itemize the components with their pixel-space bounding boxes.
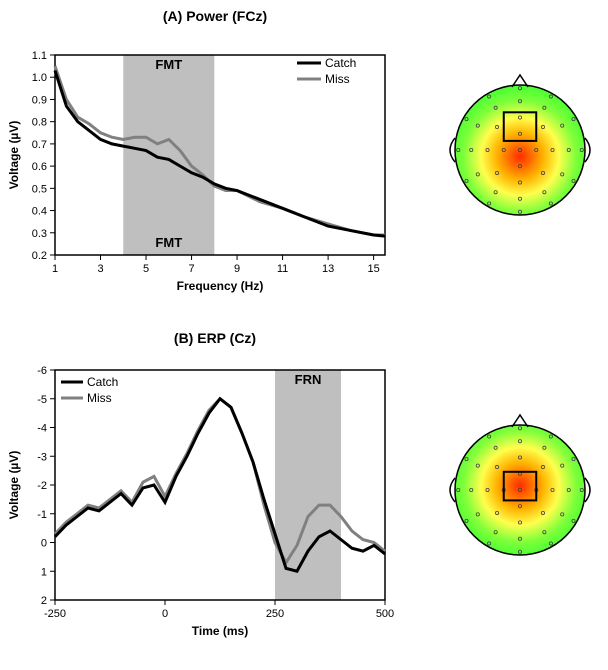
svg-text:1: 1 xyxy=(52,263,58,275)
panel-b-title: (B) ERP (Cz) xyxy=(0,330,430,346)
svg-text:1.1: 1.1 xyxy=(32,50,47,62)
svg-text:FMT: FMT xyxy=(155,57,182,72)
svg-text:Miss: Miss xyxy=(325,72,350,86)
svg-text:1: 1 xyxy=(41,566,47,578)
svg-text:Time (ms): Time (ms) xyxy=(192,624,248,638)
svg-text:0.4: 0.4 xyxy=(32,206,47,218)
svg-text:0.6: 0.6 xyxy=(32,161,47,173)
svg-text:0.8: 0.8 xyxy=(32,117,47,129)
panel-b-topomap xyxy=(440,400,600,580)
svg-text:0: 0 xyxy=(162,608,168,620)
svg-text:0.2: 0.2 xyxy=(32,250,47,262)
svg-text:7: 7 xyxy=(188,263,194,275)
svg-text:-250: -250 xyxy=(44,608,66,620)
svg-text:0.7: 0.7 xyxy=(32,139,47,151)
svg-text:0.9: 0.9 xyxy=(32,94,47,106)
svg-text:9: 9 xyxy=(234,263,240,275)
svg-text:3: 3 xyxy=(97,263,103,275)
panel-b-plot: -250 0 250 500 -6 -5 -4 -3 -2 -1 0 1 2 FRN Time (ms) Vo… xyxy=(0,345,430,655)
svg-text:0: 0 xyxy=(41,538,47,550)
svg-text:0.5: 0.5 xyxy=(32,183,47,195)
svg-text:FRN: FRN xyxy=(295,372,322,387)
svg-text:500: 500 xyxy=(376,608,394,620)
svg-text:1.0: 1.0 xyxy=(32,72,47,84)
svg-text:Frequency (Hz): Frequency (Hz) xyxy=(177,279,264,293)
svg-text:0.3: 0.3 xyxy=(32,228,47,240)
svg-text:Catch: Catch xyxy=(325,56,356,70)
svg-text:5: 5 xyxy=(143,263,149,275)
svg-text:2: 2 xyxy=(41,595,47,607)
panel-a-title: (A) Power (FCz) xyxy=(0,8,430,24)
svg-text:-2: -2 xyxy=(37,480,47,492)
panel-a-plot: 135791113150.20.30.40.50.60.70.80.91.01.… xyxy=(0,30,430,310)
svg-text:Miss: Miss xyxy=(87,391,112,405)
svg-text:-5: -5 xyxy=(37,394,47,406)
svg-text:11: 11 xyxy=(277,263,288,275)
svg-text:13: 13 xyxy=(322,263,334,275)
panel-a-topomap xyxy=(440,60,600,240)
svg-text:250: 250 xyxy=(266,608,284,620)
svg-text:Voltage (µV): Voltage (µV) xyxy=(7,451,21,520)
svg-text:Voltage (µV): Voltage (µV) xyxy=(7,121,21,190)
svg-text:15: 15 xyxy=(367,263,379,275)
svg-text:-1: -1 xyxy=(37,509,47,521)
svg-text:Catch: Catch xyxy=(87,375,118,389)
svg-text:-6: -6 xyxy=(37,365,47,377)
svg-text:FMT: FMT xyxy=(155,235,182,250)
svg-text:-3: -3 xyxy=(37,451,47,463)
svg-text:-4: -4 xyxy=(37,423,47,435)
